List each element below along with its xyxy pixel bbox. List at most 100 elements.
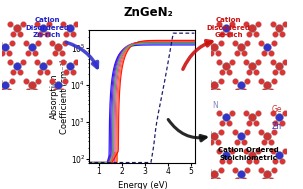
Point [44, 70, 49, 73]
Point [218, 80, 223, 83]
Point [265, 172, 270, 175]
Point [270, 23, 275, 26]
Point [253, 33, 258, 36]
Point [212, 84, 217, 87]
Point [206, 131, 211, 134]
Point [253, 70, 258, 73]
Point [212, 172, 217, 175]
Point [242, 140, 247, 143]
Point [270, 61, 275, 64]
Point [217, 23, 222, 26]
Point [23, 42, 28, 45]
Point [273, 121, 278, 124]
Point [271, 131, 276, 134]
Point [270, 112, 275, 115]
Point [280, 70, 285, 73]
Point [208, 89, 213, 92]
Point [283, 23, 288, 26]
Point [11, 33, 16, 36]
Point [3, 84, 8, 87]
Text: ZnGeN₂: ZnGeN₂ [124, 6, 173, 19]
Point [35, 61, 39, 64]
Point [246, 70, 251, 73]
Point [238, 135, 243, 138]
Point [21, 61, 25, 64]
Point [235, 140, 240, 143]
Point [235, 89, 240, 92]
Point [235, 178, 240, 181]
Point [232, 80, 237, 83]
Point [218, 42, 223, 45]
Point [235, 51, 240, 54]
Point [217, 149, 222, 153]
Point [242, 51, 247, 54]
Point [230, 61, 235, 64]
Point [9, 42, 14, 45]
Point [273, 70, 278, 73]
Point [35, 23, 39, 26]
Point [41, 65, 46, 68]
Point [256, 149, 261, 153]
Point [276, 153, 281, 156]
Point [8, 23, 13, 26]
Point [227, 33, 231, 36]
Point [244, 61, 248, 64]
Point [64, 33, 69, 36]
Point [259, 168, 264, 171]
Point [26, 89, 31, 92]
Point [261, 140, 266, 143]
Point [227, 159, 231, 162]
Point [271, 80, 276, 83]
Point [245, 42, 250, 45]
Point [8, 61, 13, 64]
FancyArrowPatch shape [168, 119, 206, 141]
Point [74, 61, 78, 64]
Point [261, 51, 266, 54]
Point [223, 153, 228, 156]
Point [242, 89, 247, 92]
Point [283, 112, 288, 115]
Text: Cation
Disordered
Zn-rich: Cation Disordered Zn-rich [25, 17, 69, 38]
Point [217, 112, 222, 115]
Point [33, 89, 38, 92]
Point [250, 27, 255, 30]
Point [259, 42, 264, 45]
Point [56, 46, 61, 49]
Point [61, 23, 66, 26]
Point [265, 84, 270, 87]
Point [276, 65, 281, 68]
Point [59, 89, 64, 92]
Point [21, 23, 25, 26]
Point [62, 80, 67, 83]
Point [265, 46, 270, 49]
Point [14, 27, 19, 30]
Point [74, 23, 78, 26]
Point [280, 121, 285, 124]
Point [223, 27, 228, 30]
Point [50, 80, 55, 83]
Point [259, 80, 264, 83]
Point [273, 33, 278, 36]
FancyArrowPatch shape [66, 42, 98, 68]
Point [67, 27, 72, 30]
Point [246, 159, 251, 162]
Point [44, 33, 49, 36]
Text: Cation
Disordered
Ge-rich: Cation Disordered Ge-rich [207, 17, 251, 38]
Point [61, 61, 66, 64]
Point [268, 178, 273, 181]
Point [256, 23, 261, 26]
Point [250, 65, 255, 68]
Point [276, 116, 281, 119]
Point [220, 159, 225, 162]
Point [220, 70, 225, 73]
Point [29, 46, 34, 49]
Point [208, 51, 213, 54]
Point [245, 131, 250, 134]
Point [0, 51, 4, 54]
Point [67, 65, 72, 68]
Point [246, 121, 251, 124]
X-axis label: Energy (eV): Energy (eV) [118, 181, 167, 189]
Point [220, 121, 225, 124]
Point [232, 131, 237, 134]
Point [250, 116, 255, 119]
